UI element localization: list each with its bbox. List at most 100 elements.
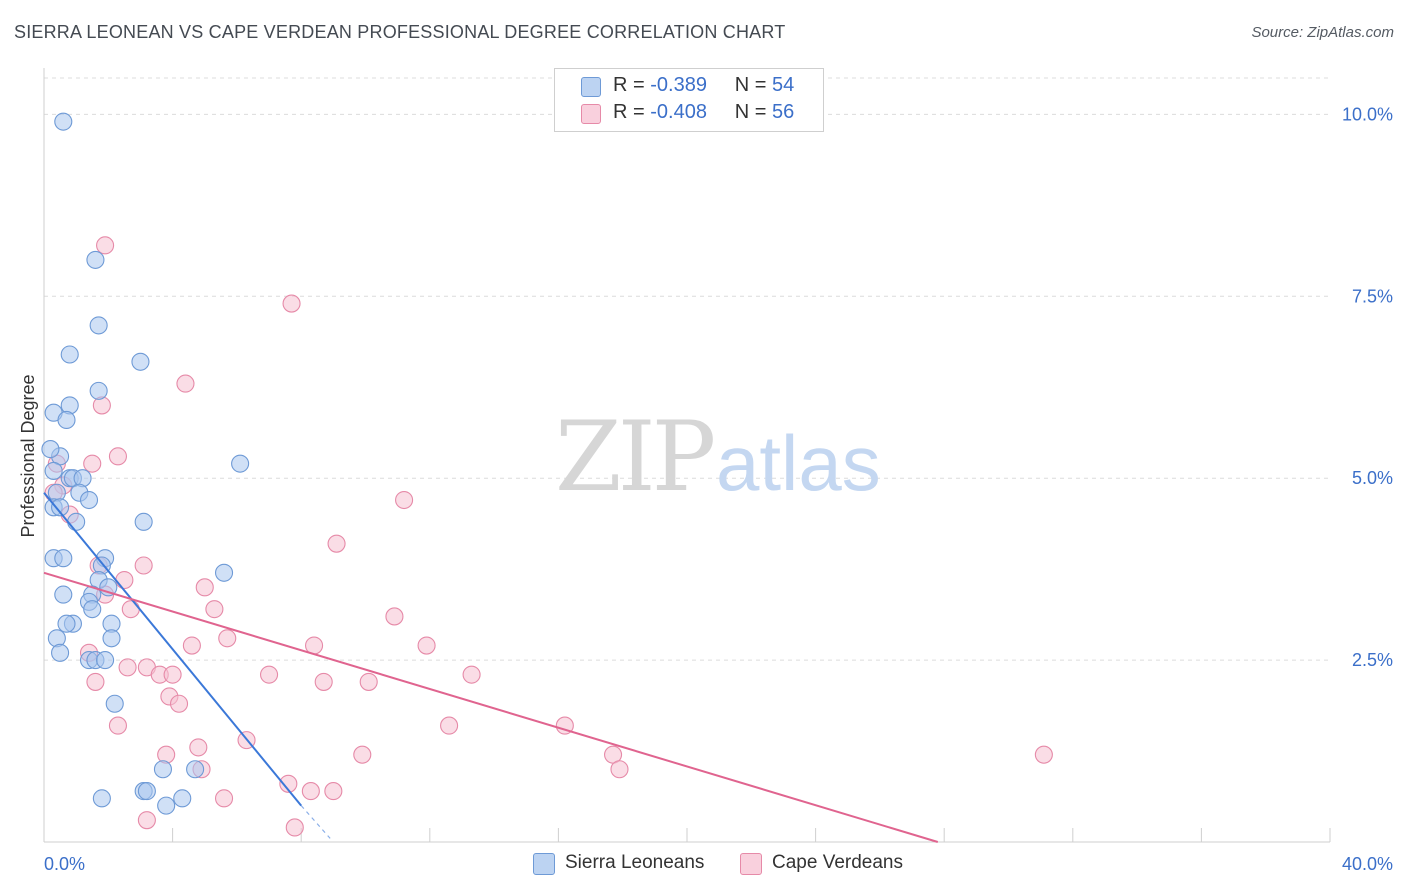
bottom-legend-swatch-blue [533, 853, 555, 875]
cape-verdean-point [353, 745, 372, 764]
legend-n-value: 54 [772, 74, 795, 96]
trend-lines [43, 492, 939, 843]
y-tick-label: 2.5% [1352, 650, 1393, 670]
cape-verdean-point [108, 716, 127, 735]
sierra-leonean-point [92, 789, 111, 808]
sierra-leonean-point [137, 782, 156, 801]
sierra-leonean-point [67, 512, 86, 531]
cape-verdean-point [163, 665, 182, 684]
sierra-leonean-point [153, 760, 173, 779]
chart-source: Source: ZipAtlas.com [1251, 24, 1394, 41]
cape-verdean-point [137, 811, 156, 830]
sierra-leonean-point [173, 789, 192, 808]
sierra-leonean-point [54, 549, 73, 568]
sierra-leonean-point [51, 498, 70, 517]
bottom-legend-label: Cape Verdeans [772, 852, 903, 873]
sierra-leonean-point [214, 563, 234, 582]
cape-verdean-point [214, 789, 234, 808]
y-tick-label: 5.0% [1352, 468, 1393, 488]
bottom-legend-label: Sierra Leoneans [565, 852, 705, 873]
sierra-leonean-point [79, 490, 99, 510]
sierra-leonean-point [44, 461, 63, 480]
sierra-leonean-point [57, 410, 76, 430]
y-axis-title: Professional Degree [18, 374, 38, 537]
sierra-leonean-points [41, 112, 250, 815]
cape-verdean-point [314, 672, 333, 691]
cape-verdean-point [282, 294, 301, 313]
legend-swatch-pink [581, 104, 601, 124]
cape-verdean-point [205, 600, 224, 619]
bottom-legend-swatch-pink [740, 853, 762, 875]
gridlines [44, 77, 1330, 661]
sierra-leonean-trend-line [43, 492, 302, 807]
cape-verdean-point [555, 716, 574, 735]
sierra-leonean-point [102, 629, 121, 648]
sierra-leonean-point [83, 600, 102, 619]
x-tick-label: 0.0% [44, 854, 85, 874]
sierra-leonean-point [57, 614, 76, 633]
cape-verdean-point [169, 694, 189, 713]
sierra-leonean-point [186, 760, 205, 779]
sierra-leonean-point [157, 796, 176, 815]
cape-verdean-point [301, 782, 320, 801]
cape-verdean-trend-line [43, 571, 939, 843]
sierra-leonean-point [86, 250, 105, 269]
watermark: ZIP atlas [555, 401, 881, 513]
y-tick-label: 7.5% [1352, 286, 1393, 306]
sierra-leonean-point [54, 112, 73, 131]
cape-verdean-point [86, 672, 105, 691]
legend-r-value: -0.408 [650, 101, 707, 123]
cape-verdean-point [285, 818, 304, 837]
cape-verdean-point [324, 782, 343, 801]
sierra-leonean-point [89, 381, 108, 400]
sierra-leonean-point [41, 440, 60, 459]
cape-verdean-point [417, 636, 436, 655]
cape-verdean-point [189, 738, 208, 757]
correlation-legend: R = -0.389 N = 54 R = -0.408 N = 56 [554, 68, 824, 132]
cape-verdean-point [182, 636, 201, 655]
cape-verdean-point [118, 658, 137, 677]
sierra-leonean-point [96, 651, 115, 670]
cape-verdean-point [1034, 745, 1053, 764]
legend-r-label: R = [613, 74, 645, 96]
cape-verdean-point [395, 490, 414, 510]
cape-verdean-point [108, 447, 127, 466]
cape-verdean-point [462, 665, 481, 684]
watermark-zip: ZIP [555, 401, 714, 513]
cape-verdean-point [610, 760, 629, 779]
sierra-leonean-point [54, 585, 73, 604]
sierra-leonean-trend-extension [300, 805, 331, 839]
cape-verdean-point [121, 600, 140, 619]
cape-verdean-point [176, 374, 195, 393]
legend-swatch-blue [581, 77, 601, 97]
cape-verdean-point [115, 571, 134, 590]
sierra-leonean-point [51, 643, 70, 662]
sierra-leonean-point [89, 316, 108, 335]
legend-r-value: -0.389 [650, 74, 707, 96]
watermark-atlas: atlas [716, 419, 881, 507]
sierra-leonean-point [131, 352, 150, 371]
cape-verdean-point [279, 774, 298, 793]
cape-verdean-point [96, 236, 115, 255]
sierra-leonean-point [231, 454, 250, 473]
chart-title: SIERRA LEONEAN VS CAPE VERDEAN PROFESSIO… [14, 22, 786, 42]
cape-verdean-point [195, 578, 214, 597]
cape-verdean-points [44, 236, 1053, 837]
cape-verdean-point [83, 454, 102, 473]
cape-verdean-point [259, 665, 279, 684]
legend-n-label: N = [734, 74, 767, 96]
cape-verdean-point [218, 629, 237, 648]
cape-verdean-point [359, 672, 378, 691]
cape-verdean-point [440, 716, 459, 735]
cape-verdean-point [134, 556, 153, 575]
sierra-leonean-point [60, 345, 79, 364]
cape-verdean-point [385, 607, 404, 626]
x-tick-label: 40.0% [1342, 854, 1393, 874]
sierra-leonean-point [105, 694, 124, 713]
sierra-leonean-point [134, 512, 153, 531]
cape-verdean-point [327, 534, 346, 553]
legend-r-label: R = [613, 101, 645, 123]
y-tick-label: 10.0% [1342, 104, 1393, 124]
tick-labels: 2.5% 5.0% 7.5% 10.0% 0.0% 40.0% [44, 104, 1393, 874]
